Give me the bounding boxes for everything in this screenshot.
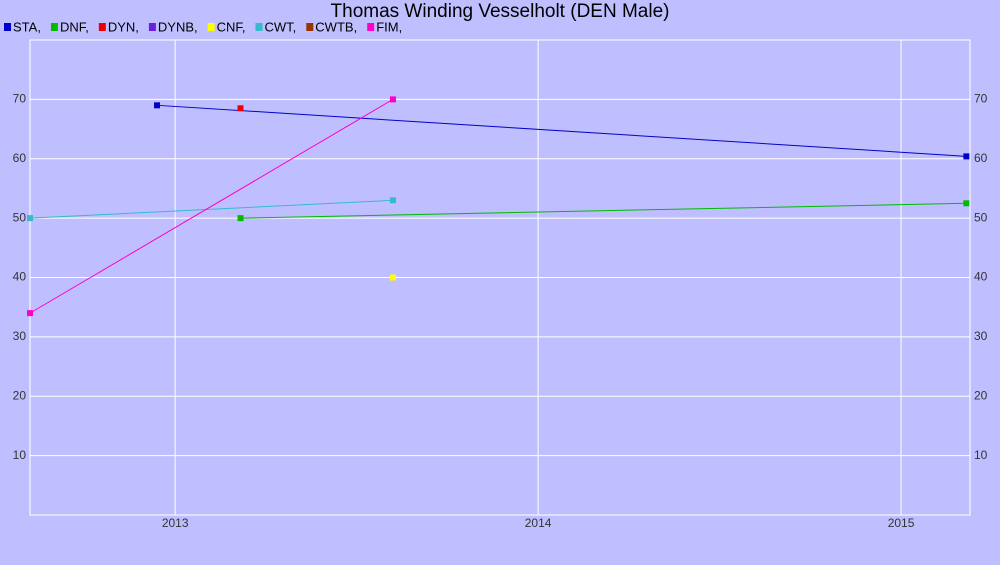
y2-tick-label: 40 [974,270,988,284]
legend-swatch [207,23,215,31]
y-tick-label: 20 [13,388,27,402]
legend-label: CNF, [217,19,246,34]
y2-tick-label: 50 [974,210,988,224]
legend-swatch [255,23,263,31]
legend-swatch [306,23,314,31]
series-line [240,202,967,219]
y2-tick-label: 70 [974,92,988,106]
y-tick-label: 70 [13,92,27,106]
point-marker [389,96,396,103]
point-marker [27,215,33,222]
legend-label: DYN, [108,19,139,34]
y-tick-label: 40 [13,270,27,284]
y2-tick-label: 10 [974,448,988,462]
y2-tick-label: 30 [974,329,988,343]
legend-label: DNF, [60,19,89,34]
series-line [156,104,967,157]
point-marker [389,197,396,204]
legend-label: STA, [13,19,41,34]
y-tick-label: 50 [13,210,27,224]
legend-swatch [98,23,106,31]
x-tick-label: 2014 [525,516,552,530]
point-marker [963,153,970,160]
point-marker [963,200,970,207]
legend-label: DYNB, [158,19,198,34]
point-marker [237,215,244,222]
x-tick-label: 2013 [162,516,189,530]
point-marker [237,105,244,112]
point-marker [154,102,161,109]
y2-tick-label: 20 [974,388,988,402]
series-line [29,98,394,314]
point-marker [27,310,33,317]
y-tick-label: 30 [13,329,27,343]
legend-swatch [4,23,11,31]
series-line [29,199,393,219]
legend-label: FIM, [376,19,402,34]
legend-label: CWT, [265,19,297,34]
x-tick-label: 2015 [888,516,915,530]
legend-label: CWTB, [315,19,357,34]
y-tick-label: 10 [13,448,27,462]
chart-title: Thomas Winding Vesselholt (DEN Male) [331,1,670,22]
legend-swatch [367,23,375,31]
point-marker [389,274,396,281]
y2-tick-label: 60 [974,151,988,165]
legend-swatch [148,23,156,31]
legend-swatch [50,23,58,31]
y-tick-label: 60 [13,151,27,165]
